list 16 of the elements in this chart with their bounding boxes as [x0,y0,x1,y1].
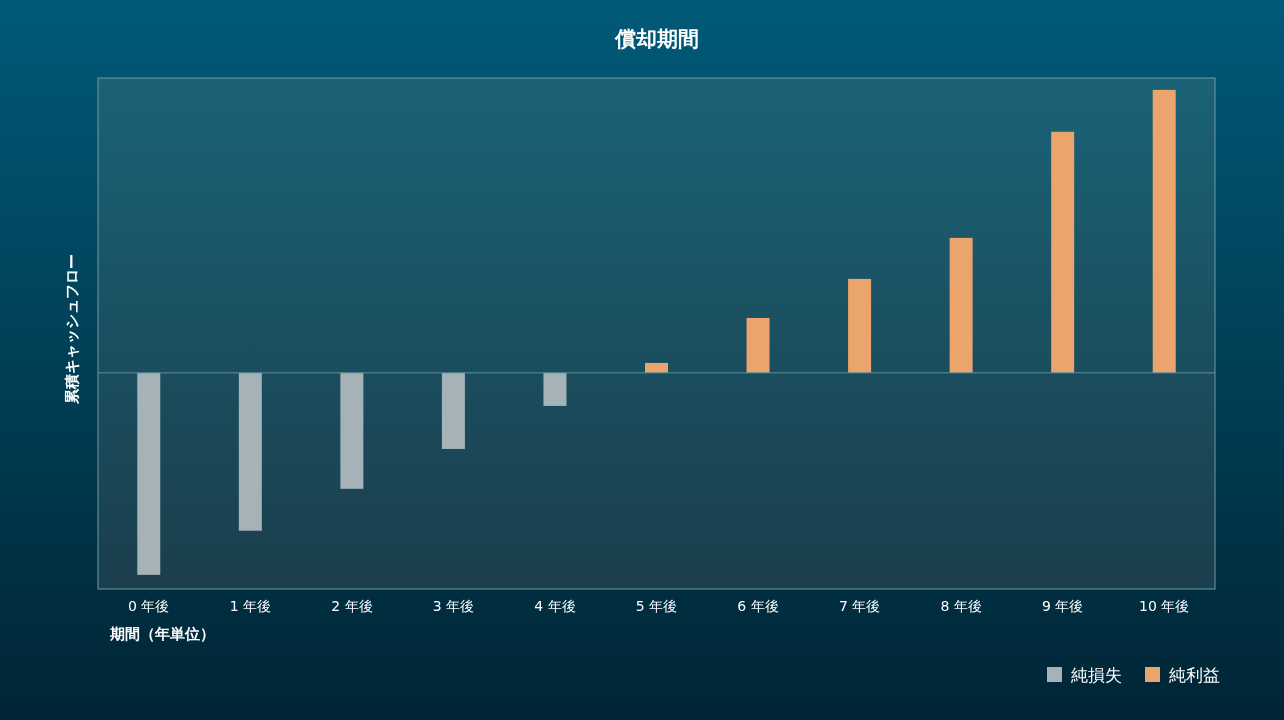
x-tick-label: 6 年後 [737,597,779,614]
x-tick-label: 8 年後 [940,597,982,614]
x-tick-label: 4 年後 [534,597,576,614]
legend-label: 純損失 [1071,665,1122,685]
x-tick-label: 10 年後 [1139,597,1190,614]
legend-label: 純利益 [1169,665,1220,685]
x-tick-label: 5 年後 [635,597,678,614]
x-tick-label: 7 年後 [838,597,881,614]
x-tick-label: 0 年後 [128,597,170,614]
x-tick-label: 9 年後 [1042,597,1084,614]
x-tick-label: 3 年後 [432,597,475,614]
y-axis-title: 累積キャッシュフロー [63,253,81,405]
x-axis-title: 期間（年単位） [109,625,215,643]
x-tick-label: 1 年後 [229,597,271,614]
chart-title: 償却期間 [614,27,699,51]
x-tick-label: 2 年後 [331,597,373,614]
